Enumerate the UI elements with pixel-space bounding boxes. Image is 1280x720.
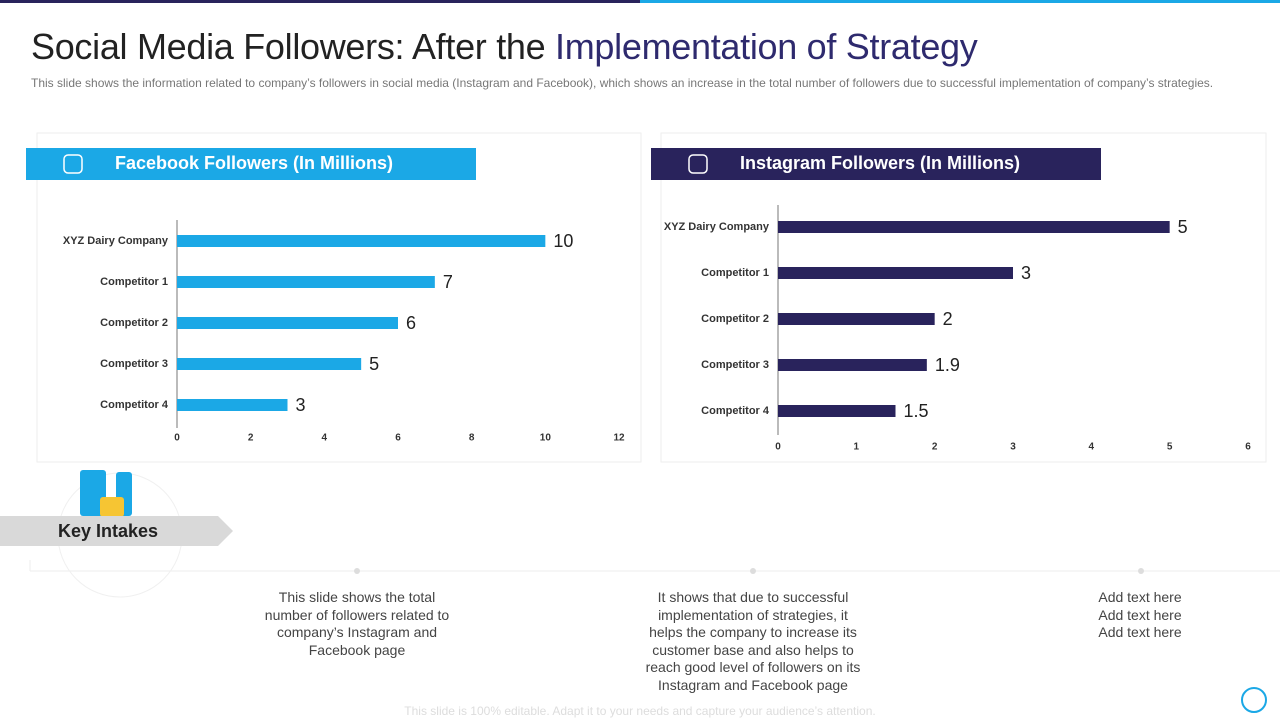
- key-point-text: Add text here: [1098, 589, 1182, 605]
- category-label: Competitor 2: [100, 317, 168, 329]
- header-icon: [63, 154, 83, 174]
- category-label: XYZ Dairy Company: [664, 221, 770, 233]
- dot: [1138, 568, 1144, 574]
- category-label: Competitor 1: [100, 276, 168, 288]
- top-bar: [0, 0, 640, 3]
- description: This slide shows the information related…: [31, 76, 1214, 90]
- bar: [778, 405, 896, 417]
- value-label: 3: [1021, 263, 1031, 283]
- bar: [177, 235, 546, 247]
- value-label: 7: [443, 272, 453, 292]
- chart-header: [651, 148, 1101, 180]
- value-label: 6: [406, 313, 416, 333]
- category-label: Competitor 3: [701, 359, 769, 371]
- x-tick-label: 2: [248, 433, 254, 444]
- category-label: Competitor 4: [100, 399, 169, 411]
- x-tick-label: 5: [1167, 442, 1173, 453]
- category-label: XYZ Dairy Company: [63, 235, 169, 247]
- value-label: 2: [943, 309, 953, 329]
- panel: [36, 132, 642, 463]
- chart-header: [26, 148, 476, 180]
- key-point-text: This slide shows the total number of fol…: [264, 589, 450, 658]
- x-tick-label: 0: [775, 442, 781, 453]
- milk-icon: [80, 470, 106, 516]
- key-intakes-title: Key Intakes: [58, 521, 158, 541]
- x-tick-label: 1: [854, 442, 860, 453]
- bar: [778, 313, 935, 325]
- title-text: Social Media Followers: After the: [31, 26, 546, 67]
- key-point-text: It shows that due to successful implemen…: [645, 589, 861, 693]
- value-label: 10: [553, 231, 573, 251]
- category-label: Competitor 4: [701, 405, 770, 417]
- key-point-text: Add text here: [1098, 624, 1182, 641]
- value-label: 5: [369, 354, 379, 374]
- bar: [177, 317, 398, 329]
- chart-title: Facebook Followers (In Millions): [115, 153, 393, 173]
- key-intakes-banner: [0, 516, 233, 546]
- logo: [1241, 687, 1267, 713]
- x-tick-label: 3: [1010, 442, 1016, 453]
- bar: [177, 276, 435, 288]
- header-icon: [688, 154, 708, 174]
- value-label: 3: [296, 395, 306, 415]
- category-label: Competitor 2: [701, 313, 769, 325]
- value-label: 1.5: [904, 401, 929, 421]
- x-tick-label: 8: [469, 433, 475, 444]
- chart-title: Instagram Followers (In Millions): [740, 153, 1020, 173]
- bar: [778, 221, 1170, 233]
- x-tick-label: 4: [1089, 442, 1095, 453]
- key-point: Add text here Add text here Add text here: [1040, 589, 1240, 642]
- x-tick-label: 0: [174, 433, 180, 444]
- x-tick-label: 12: [613, 433, 625, 444]
- value-label: 5: [1178, 217, 1188, 237]
- x-tick-label: 4: [322, 433, 328, 444]
- footer: This slide is 100% editable. Adapt it to…: [404, 704, 876, 718]
- panel: [660, 132, 1267, 463]
- category-label: Competitor 1: [701, 267, 769, 279]
- cheese-icon: [100, 497, 124, 517]
- value-label: 1.9: [935, 355, 960, 375]
- x-tick-label: 6: [1245, 442, 1251, 453]
- dot: [354, 568, 360, 574]
- key-point: It shows that due to successful implemen…: [641, 589, 866, 695]
- title-highlight: Implementation of Strategy: [555, 26, 978, 67]
- x-tick-label: 6: [395, 433, 401, 444]
- bar: [177, 399, 288, 411]
- top-bar: [640, 0, 1280, 3]
- dot: [750, 568, 756, 574]
- bar: [177, 358, 362, 370]
- key-point: This slide shows the total number of fol…: [257, 589, 457, 659]
- x-tick-label: 2: [932, 442, 938, 453]
- key-point-text: Add text here: [1098, 606, 1182, 623]
- title: Social Media Followers: After the Implem…: [31, 26, 978, 68]
- bar: [778, 267, 1013, 279]
- x-tick-label: 10: [540, 433, 552, 444]
- bar: [778, 359, 927, 371]
- category-label: Competitor 3: [100, 358, 168, 370]
